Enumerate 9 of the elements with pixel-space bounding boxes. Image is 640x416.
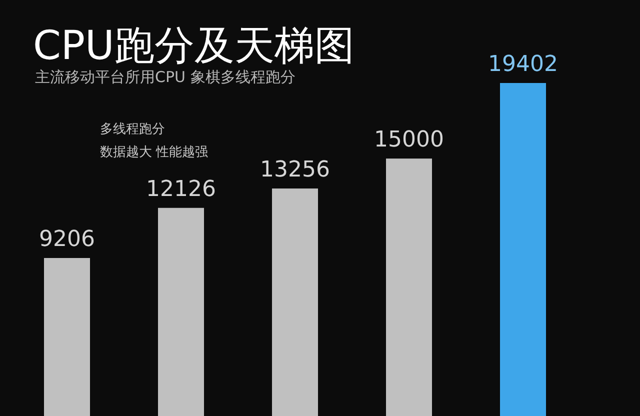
data-label: 9206: [39, 227, 95, 252]
subtitle: 主流移动平台所用CPU 象棋多线程跑分: [35, 68, 296, 86]
annotation: 数据越大 性能越强: [100, 145, 208, 160]
data-label: 12126: [146, 176, 216, 202]
data-label: 19402: [488, 52, 558, 77]
annotation: 多线程跑分: [100, 122, 165, 137]
data-label: 13256: [260, 157, 330, 182]
title: CPU跑分及天梯图: [33, 23, 354, 69]
data-label: 15000: [374, 128, 444, 153]
